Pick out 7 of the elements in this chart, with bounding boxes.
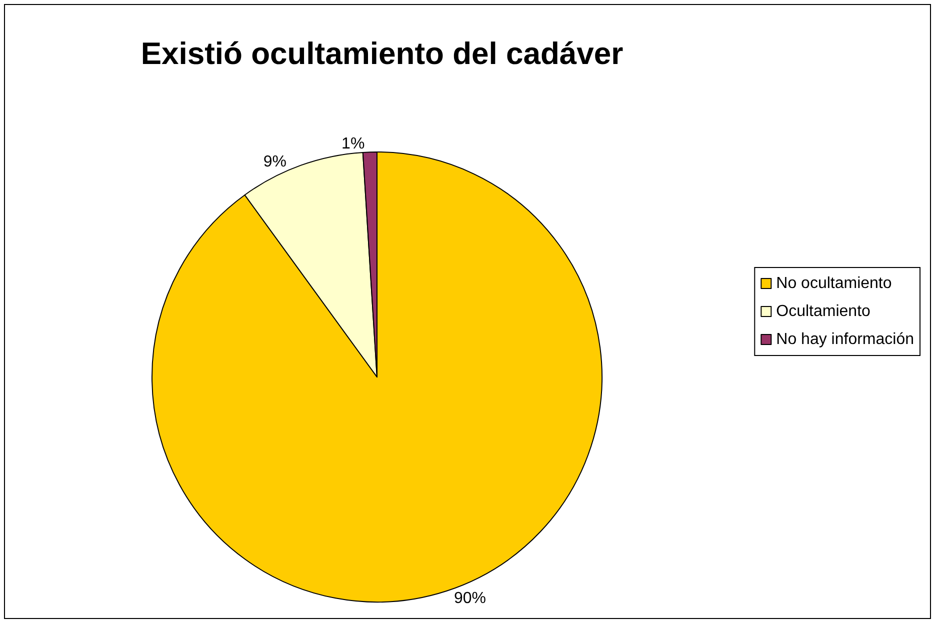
data-label: 1% [342,136,365,153]
legend-label: Ocultamiento [776,303,871,320]
chart-title: Existió ocultamiento del cadáver [140,36,624,71]
legend-label: No ocultamiento [776,275,892,292]
data-label: 90% [454,590,486,608]
legend-label: No hay información [776,331,914,348]
data-label: 9% [263,154,286,171]
